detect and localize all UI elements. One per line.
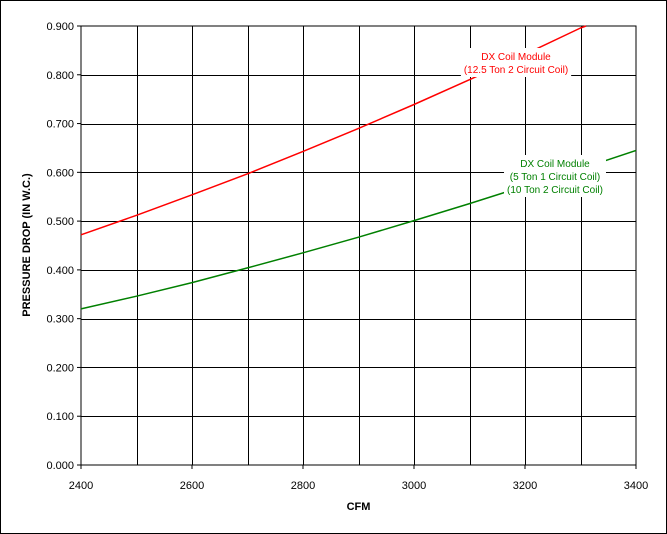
x-tick-label: 2800 xyxy=(291,480,315,492)
series-annotation-2: DX Coil Module (5 Ton 1 Circuit Coil) (10 … xyxy=(504,155,606,197)
x-tick-label: 2400 xyxy=(69,480,93,492)
x-tick-label: 3000 xyxy=(402,480,426,492)
annotation-background xyxy=(504,155,606,197)
y-tick-label: 0.900 xyxy=(46,21,74,33)
y-tick-label: 0.500 xyxy=(46,216,74,228)
x-tick-label: 3400 xyxy=(624,480,648,492)
y-tick-label: 0.100 xyxy=(46,411,74,423)
annotation-line: (10 Ton 2 Circuit Coil) xyxy=(507,185,603,196)
y-tick-label: 0.600 xyxy=(46,167,74,179)
series-annotation-1: DX Coil Module (12.5 Ton 2 Circuit Coil) xyxy=(460,48,572,77)
plot-area xyxy=(81,26,636,465)
annotation-background xyxy=(460,48,572,77)
grid-lines xyxy=(81,26,636,465)
x-tick-label: 2600 xyxy=(180,480,204,492)
plot-border xyxy=(80,25,637,466)
y-tick-label: 0.200 xyxy=(46,362,74,374)
series-annotations: DX Coil Module(12.5 Ton 2 Circuit Coil)D… xyxy=(460,48,606,197)
annotation-line: (12.5 Ton 2 Circuit Coil) xyxy=(464,65,568,76)
y-tick-label: 0.800 xyxy=(46,70,74,82)
x-tick-label: 3200 xyxy=(513,480,537,492)
y-axis-title: PRESSURE DROP (IN W.C.) xyxy=(21,173,33,317)
annotation-line: DX Coil Module xyxy=(481,52,551,63)
annotation-line: DX Coil Module xyxy=(520,159,590,170)
y-tick-label: 0.300 xyxy=(46,314,74,326)
y-tick-label: 0.400 xyxy=(46,265,74,277)
y-tick-label: 0.000 xyxy=(46,460,74,472)
x-axis-title: CFM xyxy=(347,501,371,513)
series-line-1 xyxy=(80,25,587,236)
annotation-line: (5 Ton 1 Circuit Coil) xyxy=(510,172,600,183)
y-tick-label: 0.700 xyxy=(46,119,74,131)
axis-ticks: 0.000 0.100 0.200 0.300 0.400 0.500 0.600 0.700… xyxy=(46,21,648,492)
